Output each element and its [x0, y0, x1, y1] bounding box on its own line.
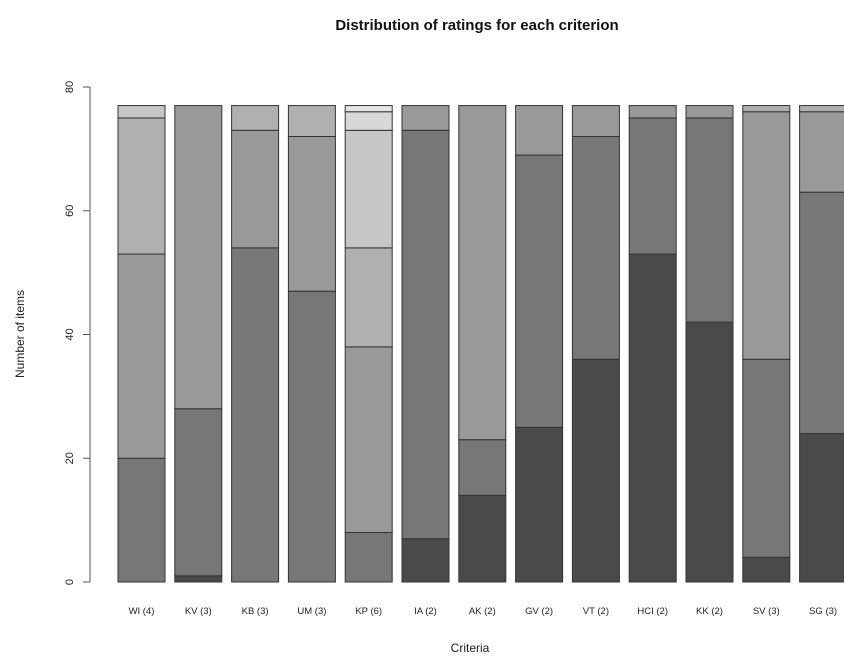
bar-segment: [401, 105, 450, 131]
bar-segment: [742, 111, 791, 360]
bar-stack: [515, 105, 564, 583]
bar-segment: [628, 105, 677, 119]
bar-segment: [231, 247, 280, 583]
y-axis-title: Number of items: [13, 290, 27, 378]
bar-segment: [685, 105, 734, 119]
bar-segment: [231, 129, 280, 249]
bar-segment: [799, 191, 844, 434]
bar-segment: [571, 358, 620, 583]
bar-segment: [174, 408, 223, 577]
bar-segment: [117, 457, 166, 583]
x-tick-label: GV (2): [525, 606, 553, 617]
bar-segment: [344, 105, 393, 113]
x-tick-label: KV (3): [185, 606, 212, 617]
bar-stack: [799, 105, 844, 583]
bar-segment: [515, 154, 564, 428]
bar-stack: [344, 105, 393, 583]
bar-stack: [231, 105, 280, 583]
bar-segment: [515, 105, 564, 156]
bar-segment: [799, 111, 844, 193]
x-tick-label: AK (2): [469, 606, 496, 617]
bar-segment: [799, 433, 844, 583]
x-axis-labels: WI (4) KV (3) KB (3) UM (3) KP (6) IA (2) AK (…: [129, 606, 838, 617]
bar-segment: [458, 105, 507, 441]
x-tick-label: IA (2): [414, 606, 437, 617]
bar-segment: [401, 538, 450, 583]
chart-title: Distribution of ratings for each criteri…: [335, 17, 618, 34]
bar-segment: [401, 129, 450, 540]
y-tick-label: 40: [64, 328, 76, 340]
bar-segment: [799, 105, 844, 113]
bar-segment: [458, 494, 507, 583]
x-tick-label: WI (4): [129, 606, 155, 617]
bar-segment: [117, 253, 166, 459]
bar-segment: [174, 105, 223, 410]
bar-segment: [344, 346, 393, 533]
bar-stack: [458, 105, 507, 583]
bar-segment: [742, 105, 791, 113]
y-tick-label: 0: [64, 579, 76, 585]
x-tick-label: KB (3): [242, 606, 269, 617]
y-tick-label: 60: [64, 205, 76, 217]
bar-segment: [231, 105, 280, 131]
x-tick-label: KP (6): [355, 606, 382, 617]
bar-stack: [174, 105, 223, 583]
bar-segment: [344, 247, 393, 348]
bar-segment: [117, 105, 166, 119]
bar-stack: [117, 105, 166, 583]
x-axis-title: Criteria: [451, 641, 490, 655]
bar-segment: [344, 129, 393, 249]
x-tick-label: HCI (2): [637, 606, 668, 617]
bar-segment: [571, 105, 620, 137]
bar-segment: [287, 105, 336, 137]
bar-stack: [287, 105, 336, 583]
bar-stack: [628, 105, 677, 583]
bar-segment: [287, 136, 336, 292]
bar-segment: [515, 426, 564, 583]
bar-segment: [287, 290, 336, 583]
bar-segment: [571, 136, 620, 360]
x-tick-label: SV (3): [753, 606, 780, 617]
bar-segment: [685, 117, 734, 323]
bar-segment: [685, 321, 734, 583]
bar-segment: [458, 439, 507, 496]
x-tick-label: UM (3): [297, 606, 326, 617]
bar-segment: [174, 575, 223, 583]
bar-stack: [571, 105, 620, 583]
bar-segment: [117, 117, 166, 255]
y-axis: 0 20 40 60 80: [64, 81, 91, 585]
bars: [117, 105, 844, 583]
bar-stack: [401, 105, 450, 583]
x-tick-label: SG (3): [809, 606, 837, 617]
bar-segment: [344, 532, 393, 583]
bar-stack: [685, 105, 734, 583]
bar-segment: [742, 556, 791, 583]
bar-segment: [628, 117, 677, 255]
x-tick-label: KK (2): [696, 606, 723, 617]
bar-stack: [742, 105, 791, 583]
y-tick-label: 80: [64, 81, 76, 93]
bar-segment: [742, 358, 791, 558]
bar-segment: [344, 111, 393, 131]
bar-segment: [628, 253, 677, 583]
y-tick-label: 20: [64, 452, 76, 464]
x-tick-label: VT (2): [583, 606, 609, 617]
